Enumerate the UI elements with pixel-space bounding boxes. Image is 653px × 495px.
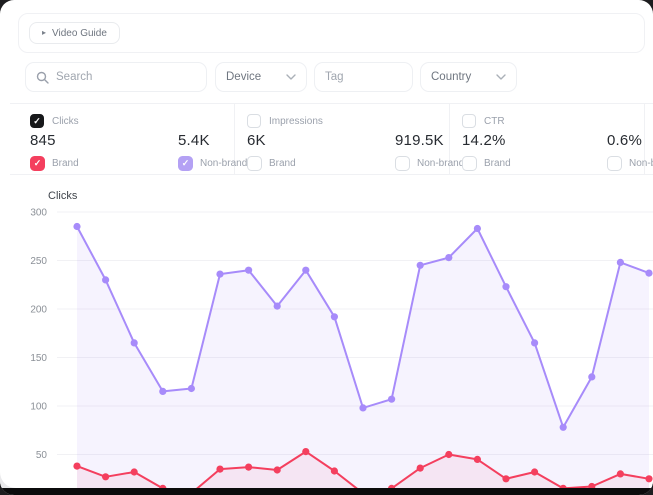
non-brand-checkbox[interactable]: ✓: [178, 156, 193, 171]
clicks-chart: 50 100 150 200 250 300: [30, 208, 653, 488]
data-point-Brand: [445, 450, 453, 459]
non-brand-label: Non-brand: [629, 158, 653, 169]
y-tick-label: 250: [30, 256, 47, 267]
y-tick-label: 100: [30, 402, 47, 413]
data-point-Brand: [73, 462, 81, 470]
ctr-checkbox[interactable]: [462, 114, 476, 128]
non-brand-label: Non-brand: [200, 158, 248, 169]
metrics-row: ✓ Clicks 845 5.4K ✓ Brand ✓ Non-brand Im…: [10, 103, 653, 175]
brand-label: Brand: [269, 158, 296, 169]
data-point-Non-brand: [645, 269, 653, 277]
data-point-Brand: [273, 466, 281, 474]
brand-checkbox[interactable]: [247, 156, 262, 171]
data-point-Brand: [102, 473, 110, 481]
data-point-Non-brand: [388, 395, 396, 403]
metric-label: CTR: [484, 115, 505, 127]
brand-value: 14.2%: [462, 132, 506, 149]
brand-label: Brand: [52, 158, 79, 169]
search-box[interactable]: [25, 62, 207, 92]
data-point-Non-brand: [216, 270, 224, 278]
non-brand-value: 0.6%: [607, 132, 642, 149]
data-point-Non-brand: [273, 302, 281, 310]
clicks-checkbox[interactable]: ✓: [30, 114, 44, 128]
data-point-Non-brand: [102, 276, 110, 284]
data-point-Non-brand: [502, 283, 510, 291]
country-select[interactable]: Country: [420, 62, 517, 92]
series-area-Non-brand: [77, 226, 649, 488]
video-guide-label: Video Guide: [52, 27, 107, 39]
non-brand-checkbox[interactable]: [395, 156, 410, 171]
data-point-Non-brand: [616, 258, 625, 266]
search-input[interactable]: [56, 71, 196, 83]
data-point-Non-brand: [588, 373, 596, 381]
data-point-Non-brand: [130, 339, 138, 347]
brand-checkbox[interactable]: ✓: [30, 156, 45, 171]
data-point-Brand: [559, 484, 567, 488]
data-point-Brand: [645, 475, 653, 483]
data-point-Brand: [502, 475, 510, 483]
data-point-Brand: [531, 468, 539, 476]
data-point-Non-brand: [330, 313, 338, 321]
chart-title: Clicks: [48, 190, 78, 202]
data-point-Brand: [388, 484, 396, 488]
chart-section: Clicks 50 100 150 200 250 300: [0, 185, 653, 488]
video-guide-bar: ▸ Video Guide: [18, 13, 645, 53]
y-tick-label: 50: [36, 450, 48, 461]
device-select-value: Device: [226, 71, 262, 83]
data-point-Brand: [159, 484, 167, 488]
metric-label: Clicks: [52, 115, 79, 127]
impressions-checkbox[interactable]: [247, 114, 261, 128]
data-point-Non-brand: [559, 423, 567, 431]
data-point-Non-brand: [159, 387, 167, 395]
chevron-down-icon: [286, 74, 296, 80]
brand-checkbox[interactable]: [462, 156, 477, 171]
metric-card-clicks: ✓ Clicks 845 5.4K ✓ Brand ✓ Non-brand: [10, 104, 247, 174]
metric-card-next-partial: [645, 104, 653, 174]
non-brand-label: Non-brand: [417, 158, 465, 169]
play-icon: ▸: [42, 28, 47, 37]
data-point-Non-brand: [245, 266, 253, 274]
data-point-Brand: [216, 465, 224, 473]
y-tick-label: 200: [30, 305, 47, 316]
non-brand-checkbox[interactable]: [607, 156, 622, 171]
data-point-Non-brand: [302, 266, 310, 274]
chevron-down-icon: [496, 74, 506, 80]
metric-label: Impressions: [269, 115, 323, 127]
data-point-Non-brand: [445, 254, 453, 262]
search-icon: [36, 71, 49, 84]
video-guide-button[interactable]: ▸ Video Guide: [29, 22, 120, 44]
data-point-Brand: [473, 455, 481, 463]
data-point-Brand: [130, 468, 138, 476]
data-point-Brand: [616, 470, 625, 478]
data-point-Non-brand: [416, 261, 424, 269]
data-point-Non-brand: [73, 222, 81, 231]
non-brand-value: 5.4K: [178, 132, 210, 149]
y-tick-label: 300: [30, 208, 47, 219]
data-point-Non-brand: [359, 404, 367, 412]
data-point-Brand: [245, 463, 253, 471]
data-point-Brand: [330, 467, 338, 475]
non-brand-value: 919.5K: [395, 132, 444, 149]
series-line-Brand: [76, 450, 650, 488]
filter-row: Device Country: [0, 62, 653, 92]
brand-value: 6K: [247, 132, 266, 149]
device-select[interactable]: Device: [215, 62, 307, 92]
data-point-Non-brand: [531, 339, 539, 347]
y-tick-label: 150: [30, 353, 47, 364]
metric-card-impressions: Impressions 6K 919.5K Brand Non-brand: [235, 104, 464, 174]
tag-box[interactable]: [314, 62, 413, 92]
tag-input[interactable]: [325, 71, 402, 83]
data-point-Non-brand: [187, 384, 195, 393]
data-point-Non-brand: [473, 224, 481, 233]
metric-card-ctr: CTR 14.2% 0.6% Brand Non-brand: [450, 104, 653, 174]
data-point-Brand: [416, 464, 424, 472]
brand-label: Brand: [484, 158, 511, 169]
brand-value: 845: [30, 132, 56, 149]
country-select-value: Country: [431, 71, 472, 83]
data-point-Brand: [588, 482, 596, 488]
data-point-Brand: [302, 448, 310, 456]
window-bottom-edge: [0, 488, 653, 495]
